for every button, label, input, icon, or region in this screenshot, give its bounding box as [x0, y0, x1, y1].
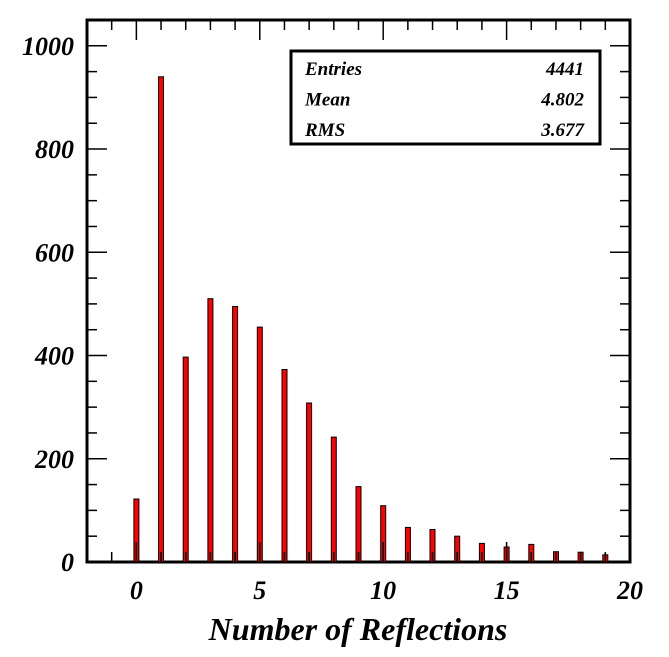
- stats-box: Entries 4441 Mean 4.802 RMS 3.677: [289, 49, 602, 146]
- x-tick-label: 10: [370, 576, 396, 605]
- x-tick-label: 0: [130, 576, 143, 605]
- stats-label: Entries: [304, 59, 362, 80]
- bar: [158, 76, 164, 563]
- x-tick-label: 20: [616, 576, 643, 605]
- bar: [207, 298, 214, 563]
- bar: [232, 306, 239, 563]
- y-tick-label: 800: [35, 135, 74, 164]
- stats-value: 4.802: [540, 90, 584, 111]
- bars-group: [133, 76, 609, 563]
- x-tick-label: 5: [253, 576, 266, 605]
- ticks-group: [86, 19, 631, 563]
- y-tick-label: 0: [61, 548, 74, 577]
- stats-value: 3.677: [540, 120, 585, 141]
- stats-label: RMS: [304, 120, 345, 141]
- bar: [306, 402, 313, 563]
- stats-rows: Entries 4441 Mean 4.802 RMS 3.677: [304, 59, 586, 141]
- bar: [281, 369, 288, 563]
- bar: [330, 436, 337, 563]
- bar: [256, 326, 263, 563]
- bar: [182, 356, 189, 563]
- bar: [355, 486, 362, 563]
- y-tick-label: 200: [34, 445, 74, 474]
- x-tick-label: 15: [494, 576, 520, 605]
- stats-label: Mean: [304, 90, 350, 111]
- y-tick-label: 400: [34, 342, 74, 371]
- stats-value: 4441: [545, 59, 584, 80]
- y-tick-label: 600: [35, 238, 74, 267]
- stats-box-frame: [289, 49, 602, 146]
- y-tick-label: 1000: [22, 32, 74, 61]
- x-axis-label: Number of Reflections: [208, 611, 508, 647]
